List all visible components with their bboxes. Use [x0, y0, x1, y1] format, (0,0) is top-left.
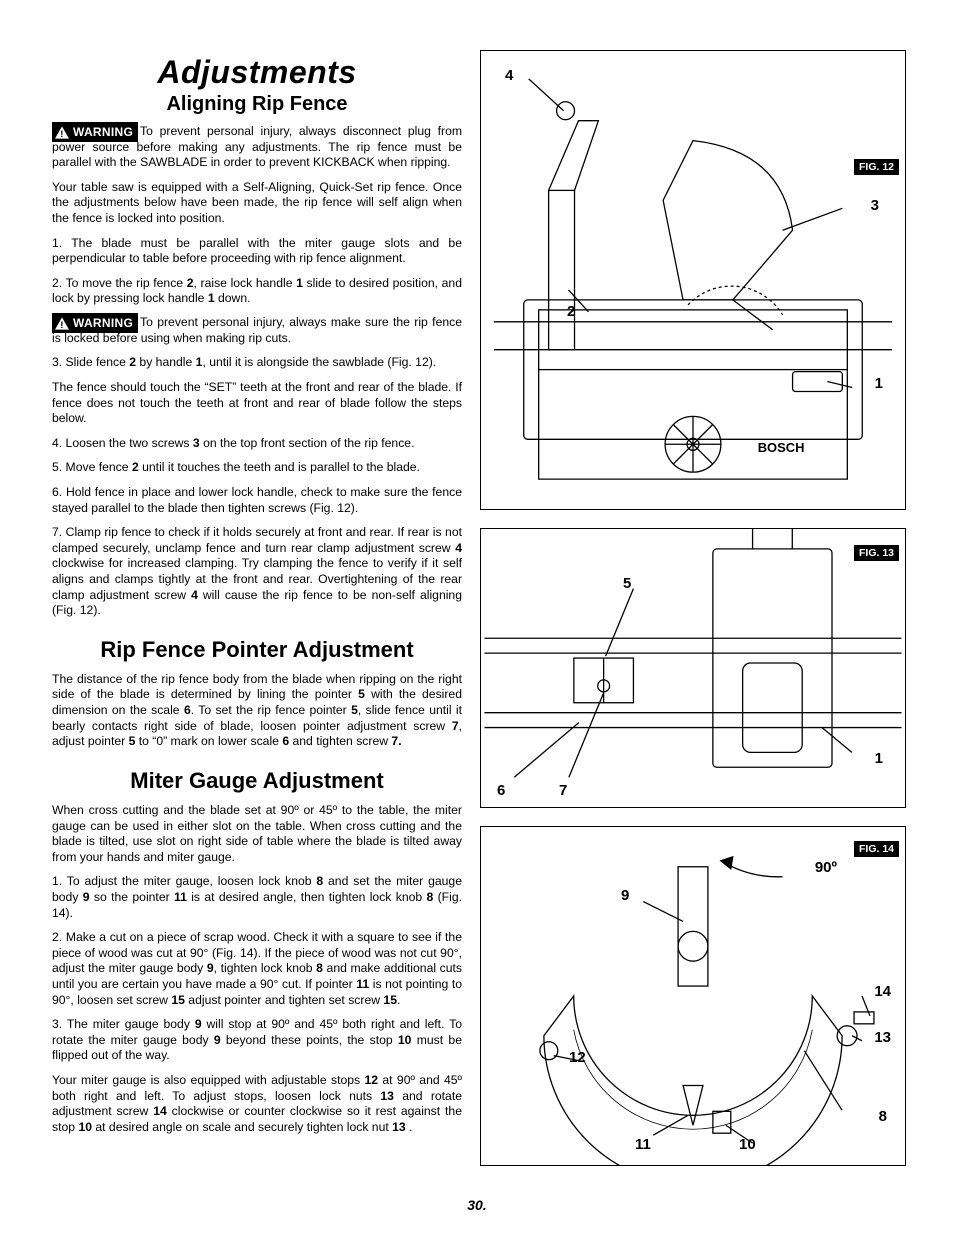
fig14-callout-8: 8	[879, 1108, 887, 1125]
fig13-callout-6: 6	[497, 782, 505, 799]
figure-13-drawing	[481, 529, 905, 807]
figure-12-drawing: BOSCH	[481, 51, 905, 509]
figure-12: FIG. 12	[480, 50, 906, 510]
left-text-column: Adjustments Aligning Rip Fence ! WARNING…	[52, 50, 462, 1205]
section-title-aligning: Aligning Rip Fence	[52, 93, 462, 116]
fig14-callout-12: 12	[569, 1049, 586, 1066]
section-title-miter: Miter Gauge Adjustment	[52, 768, 462, 794]
p-set-teeth: The fence should touch the “SET” teeth a…	[52, 380, 462, 427]
p-intro: Your table saw is equipped with a Self-A…	[52, 180, 462, 227]
figure-13: FIG. 13	[480, 528, 906, 808]
figure-14-label: FIG. 14	[854, 841, 899, 857]
fig14-callout-90: 90º	[815, 859, 837, 876]
p-miter-4: Your miter gauge is also equipped with a…	[52, 1073, 462, 1135]
fig13-callout-5: 5	[623, 575, 631, 592]
p-step2: 2. To move the rip fence 2, raise lock h…	[52, 276, 462, 307]
fig14-callout-9: 9	[621, 887, 629, 904]
page-number: 30.	[0, 1197, 954, 1213]
fig12-callout-4: 4	[505, 67, 513, 84]
figure-13-label: FIG. 13	[854, 545, 899, 561]
right-figure-column: FIG. 12	[480, 50, 906, 1205]
figure-14: FIG. 14	[480, 826, 906, 1166]
fig14-callout-11: 11	[635, 1136, 651, 1153]
p-step1: 1. The blade must be parallel with the m…	[52, 236, 462, 267]
fig14-callout-14: 14	[874, 983, 891, 1000]
figure-14-drawing	[481, 827, 905, 1165]
p-miter-3: 3. The miter gauge body 9 will stop at 9…	[52, 1017, 462, 1064]
p-step4: 4. Loosen the two screws 3 on the top fr…	[52, 436, 462, 452]
p-miter-2: 2. Make a cut on a piece of scrap wood. …	[52, 930, 462, 1008]
p-step3: 3. Slide fence 2 by handle 1, until it i…	[52, 355, 462, 371]
section-title-pointer: Rip Fence Pointer Adjustment	[52, 637, 462, 663]
p-step7: 7. Clamp rip fence to check if it holds …	[52, 525, 462, 619]
fig13-callout-1: 1	[875, 750, 883, 767]
fig12-callout-1: 1	[875, 375, 883, 392]
p-step6: 6. Hold fence in place and lower lock ha…	[52, 485, 462, 516]
warning-2-text: To prevent personal injury, always make …	[52, 315, 462, 346]
p-step5: 5. Move fence 2 until it touches the tee…	[52, 460, 462, 476]
figure-12-label: FIG. 12	[854, 159, 899, 175]
svg-text:BOSCH: BOSCH	[758, 440, 805, 455]
fig12-callout-3: 3	[871, 197, 879, 214]
fig12-callout-2: 2	[567, 303, 575, 320]
p-miter-intro: When cross cutting and the blade set at …	[52, 803, 462, 865]
p-miter-1: 1. To adjust the miter gauge, loosen loc…	[52, 874, 462, 921]
fig14-callout-13: 13	[874, 1029, 891, 1046]
fig14-callout-10: 10	[739, 1136, 756, 1153]
main-title: Adjustments	[52, 54, 462, 91]
p-pointer: The distance of the rip fence body from …	[52, 672, 462, 750]
warning-1-text: To prevent personal injury, always disco…	[52, 124, 462, 171]
fig13-callout-7: 7	[559, 782, 567, 799]
